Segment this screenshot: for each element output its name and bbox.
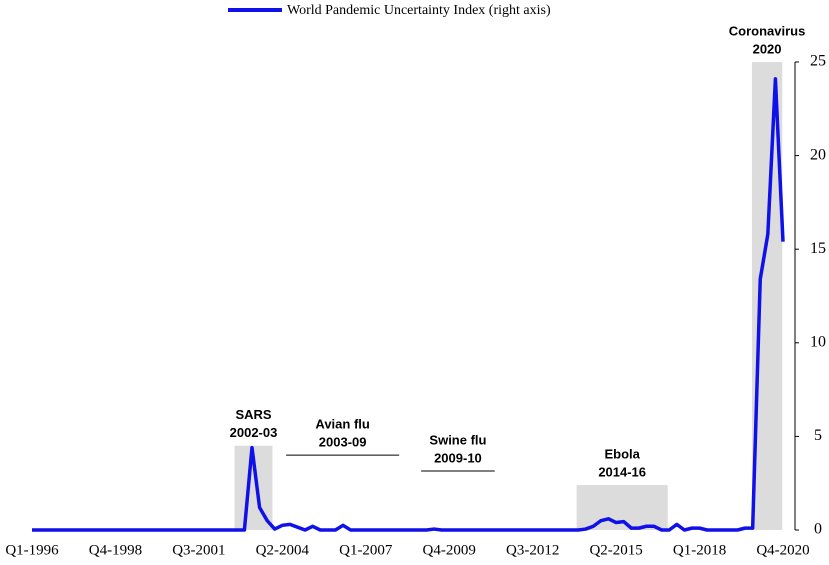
- y2-tick-label: 25: [810, 53, 826, 70]
- x-tick-label: Q3-2001: [172, 542, 225, 558]
- y2-tick-label: 20: [810, 146, 826, 163]
- x-tick-label: Q4-1998: [89, 542, 142, 558]
- x-tick-label: Q1-2007: [339, 542, 393, 558]
- data-line: [32, 77, 785, 532]
- x-tick-label: Q1-1996: [5, 542, 59, 558]
- annotation-label: Swine flu: [429, 432, 486, 447]
- shades: [234, 62, 783, 530]
- annotation-label: 2003-09: [319, 435, 367, 450]
- annotation-label: 2014-16: [598, 465, 646, 480]
- annotation-label: 2020: [753, 41, 782, 56]
- y2-tick-label: 0: [814, 521, 822, 538]
- x-tick-label: Q4-2020: [756, 542, 809, 558]
- legend-label: World Pandemic Uncertainty Index (right …: [287, 3, 551, 18]
- annotation-label: SARS: [235, 407, 271, 422]
- x-tick-label: Q2-2004: [256, 542, 310, 558]
- annotation-label: Ebola: [604, 447, 640, 462]
- x-tick-label: Q1-2018: [673, 542, 726, 558]
- y2-tick-label: 15: [810, 240, 826, 257]
- y2-tick-label: 10: [810, 333, 826, 350]
- y2-tick-label: 5: [814, 427, 822, 444]
- annotation-label: Avian flu: [315, 417, 369, 432]
- annotation-label: 2002-03: [230, 425, 278, 440]
- annotation-label: Coronavirus: [729, 23, 806, 38]
- annotation-label: 2009-10: [434, 450, 482, 465]
- x-tick-label: Q3-2012: [506, 542, 559, 558]
- x-tick-label: Q4-2009: [423, 542, 476, 558]
- x-tick-label: Q2-2015: [589, 542, 642, 558]
